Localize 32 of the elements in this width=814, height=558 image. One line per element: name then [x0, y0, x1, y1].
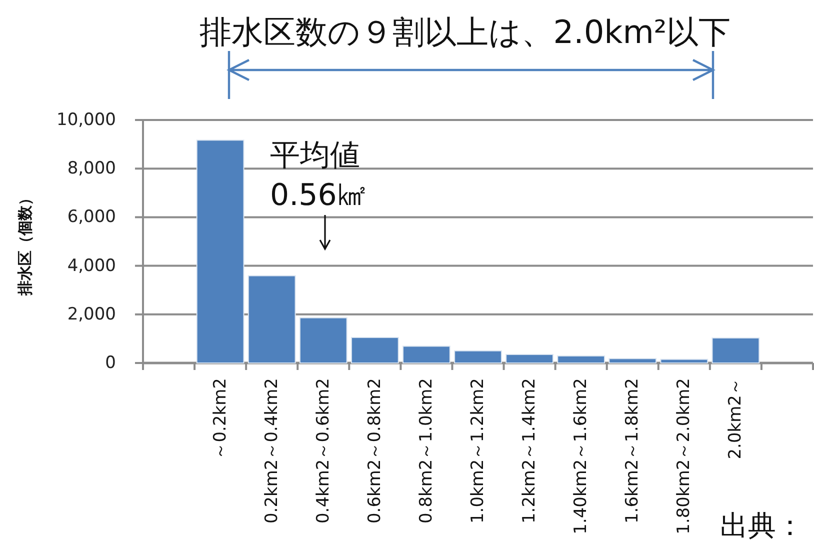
bar [608, 358, 657, 364]
bar [454, 350, 502, 364]
y-tick-label: 10,000 [56, 110, 116, 130]
bar [557, 355, 606, 364]
bar [402, 346, 450, 364]
mean-note: 平均値 0.56㎢ [270, 138, 367, 213]
x-tick-label: 1.80km2～2.0km2 [674, 378, 694, 534]
x-tick-label: 1.40km2～1.6km2 [571, 378, 592, 534]
x-tick-label: 0.2km2～0.4km2 [262, 378, 282, 524]
chart-title: 排水区数の９割以上は、2.0km²以下 [199, 13, 731, 51]
bar [248, 275, 296, 364]
y-tick-label: 6,000 [67, 207, 116, 228]
bar [660, 358, 708, 364]
bar [712, 337, 760, 364]
x-tick-label: 0.6km2～0.8km2 [364, 378, 385, 524]
x-tick-label: 0.4km2～0.6km2 [313, 378, 334, 524]
y-tick-label: 2,000 [67, 304, 116, 324]
y-tick-label: 8,000 [67, 158, 116, 179]
bar [350, 336, 399, 364]
bar [196, 140, 244, 364]
bar [299, 317, 348, 364]
y-tick-label: 0 [105, 353, 116, 373]
x-tick-label: 0.8km2～1.0km2 [416, 378, 436, 524]
y-axis-title: 排水区（個数） [16, 190, 34, 296]
y-tick-label: 4,000 [67, 256, 116, 276]
x-tick-label: 1.0km2～1.2km2 [468, 378, 488, 524]
x-tick-label: 1.2km2～1.4km2 [520, 378, 540, 524]
bar [506, 354, 554, 364]
source-note: 出典： [720, 509, 804, 542]
x-tick-label: 1.6km2～1.8km2 [622, 378, 643, 524]
x-tick-label: ～0.2km2 [210, 378, 230, 460]
x-tick-label: 2.0km2～ [726, 378, 746, 460]
